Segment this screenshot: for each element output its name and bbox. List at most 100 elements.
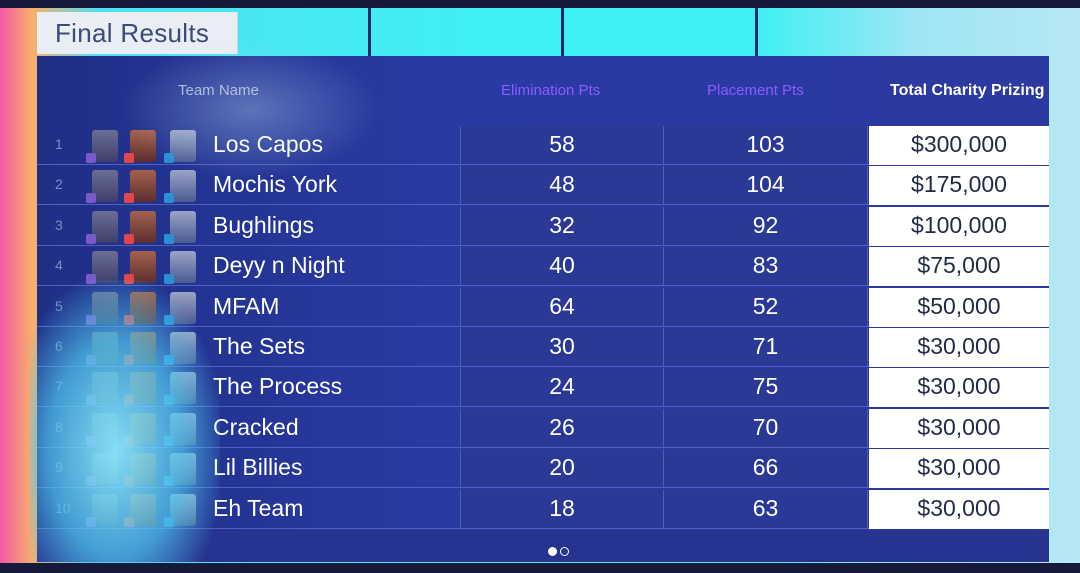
team-name: Eh Team <box>213 494 304 521</box>
player-avatar <box>164 251 196 285</box>
youtube-badge-icon <box>124 435 134 446</box>
player-avatar <box>164 453 196 487</box>
team-name: Bughlings <box>213 211 315 238</box>
player-avatar <box>86 130 118 163</box>
rank-number: 5 <box>55 297 63 314</box>
table-row: 4 Deyy n Night 40 83 $75,000 <box>37 247 1049 287</box>
elimination-cell: 24 <box>460 368 664 408</box>
player-avatar <box>124 332 156 365</box>
prize-cell: $30,000 <box>869 328 1049 367</box>
player-avatar <box>86 291 118 325</box>
rank-number: 9 <box>55 459 63 476</box>
elimination-points: 58 <box>549 131 575 157</box>
team-avatars <box>86 130 204 163</box>
rank-number: 3 <box>55 216 63 233</box>
charity-prize: $30,000 <box>917 373 1001 400</box>
placement-points: 75 <box>752 373 779 400</box>
table-row: 7 The Process 24 75 $30,000 <box>37 368 1049 408</box>
player-avatar <box>164 210 196 244</box>
placement-cell: 103 <box>664 126 868 165</box>
platform-badge-icon <box>164 476 174 487</box>
team-avatars <box>86 251 204 285</box>
elimination-cell: 30 <box>460 328 664 367</box>
prize-cell: $100,000 <box>869 206 1049 246</box>
table-row: 9 Lil Billies 20 66 $30,000 <box>37 449 1049 489</box>
page-title: Final Results <box>55 18 210 48</box>
row-divider <box>37 164 869 165</box>
charity-prize: $175,000 <box>911 171 1007 198</box>
elimination-cell: 20 <box>460 449 664 489</box>
table-row: 1 Los Capos 58 103 $300,000 <box>37 126 1049 165</box>
twitch-badge-icon <box>86 274 96 285</box>
board-footer <box>37 530 1049 562</box>
placement-cell: 83 <box>664 247 868 287</box>
team-name: Lil Billies <box>213 454 303 481</box>
player-avatar <box>124 412 156 446</box>
twitch-badge-icon <box>86 193 96 204</box>
column-header-total: Total Charity Prizing <box>890 82 1045 99</box>
team-name: MFAM <box>213 292 280 319</box>
rank-number: 6 <box>55 338 63 354</box>
team-name: Mochis York <box>213 171 338 198</box>
rank-number: 4 <box>55 257 63 274</box>
player-avatar <box>124 130 156 163</box>
player-avatar <box>124 170 156 204</box>
team-avatars <box>86 291 204 325</box>
player-avatar <box>164 130 196 163</box>
banner-divider <box>561 8 564 56</box>
player-avatar <box>86 251 118 285</box>
prize-cell: $300,000 <box>869 126 1049 165</box>
table-row: 5 MFAM 64 52 $50,000 <box>37 287 1049 327</box>
placement-points: 70 <box>752 413 779 440</box>
frame-top <box>0 0 1080 8</box>
placement-points: 71 <box>752 333 779 359</box>
elimination-cell: 26 <box>460 408 664 448</box>
placement-points: 103 <box>746 131 785 157</box>
row-divider <box>37 527 869 529</box>
twitch-badge-icon <box>86 516 96 527</box>
charity-prize: $100,000 <box>911 211 1007 238</box>
youtube-badge-icon <box>124 274 134 285</box>
table-row: 2 Mochis York 48 104 $175,000 <box>37 166 1049 206</box>
player-avatar <box>86 412 118 446</box>
row-divider <box>37 325 869 327</box>
player-avatar <box>164 291 196 325</box>
platform-badge-icon <box>164 395 174 406</box>
elimination-points: 32 <box>549 211 575 238</box>
team-avatars <box>86 493 204 527</box>
table-row: 6 The Sets 30 71 $30,000 <box>37 328 1049 367</box>
elimination-cell: 64 <box>460 287 664 327</box>
twitch-badge-icon <box>86 435 96 446</box>
player-avatar <box>86 493 118 527</box>
charity-prize: $30,000 <box>917 333 1001 359</box>
platform-badge-icon <box>164 233 174 244</box>
twitch-badge-icon <box>86 395 96 406</box>
player-avatar <box>124 453 156 487</box>
team-avatars <box>86 412 204 446</box>
table-row: 8 Cracked 26 70 $30,000 <box>37 408 1049 448</box>
elimination-cell: 48 <box>460 166 664 206</box>
rank-number: 10 <box>55 499 71 516</box>
prize-cell: $30,000 <box>869 368 1049 408</box>
banner-divider <box>368 8 371 56</box>
elimination-points: 18 <box>549 494 575 521</box>
table-row: 10 Eh Team 18 63 $30,000 <box>37 489 1049 529</box>
player-avatar <box>86 210 118 244</box>
pagination-dots <box>548 541 572 560</box>
column-header-elimination: Elimination Pts <box>501 82 601 99</box>
placement-points: 66 <box>752 454 779 481</box>
charity-prize: $75,000 <box>917 252 1001 279</box>
youtube-badge-icon <box>124 395 134 406</box>
player-avatar <box>124 493 156 527</box>
row-divider <box>37 487 869 489</box>
player-avatar <box>86 170 118 204</box>
column-header-team: Team Name <box>178 82 259 99</box>
team-avatars <box>86 332 204 365</box>
youtube-badge-icon <box>124 193 134 204</box>
placement-cell: 63 <box>664 489 868 529</box>
row-divider <box>37 446 869 448</box>
charity-prize: $30,000 <box>917 413 1001 440</box>
team-avatars <box>86 372 204 406</box>
placement-cell: 52 <box>664 287 868 327</box>
twitch-badge-icon <box>86 355 96 365</box>
